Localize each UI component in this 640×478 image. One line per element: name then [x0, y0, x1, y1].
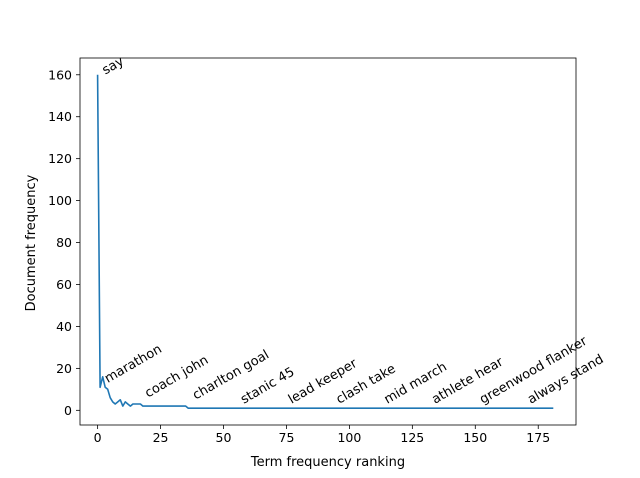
- x-tick-label: 25: [153, 430, 169, 445]
- y-tick-label: 0: [64, 403, 72, 418]
- x-tick-label: 125: [400, 430, 424, 445]
- y-axis-label: Document frequency: [24, 174, 39, 311]
- series-line-0: [96, 74, 554, 410]
- y-tick-label: 160: [48, 67, 72, 82]
- x-tick-label: 150: [463, 430, 487, 445]
- x-axis-label: Term frequency ranking: [250, 455, 405, 470]
- axis-ticks: 0 25 50 75 100 125 150 175 0 20 40 60 80 100 120 140 160: [48, 67, 550, 445]
- y-tick-label: 60: [56, 277, 72, 292]
- y-tick-label: 80: [56, 235, 72, 250]
- y-tick-label: 120: [48, 151, 72, 166]
- x-tick-label: 50: [216, 430, 232, 445]
- y-tick-label: 20: [56, 361, 72, 376]
- y-tick-label: 100: [48, 193, 72, 208]
- plot-area: [79, 57, 577, 426]
- x-tick-label: 0: [94, 430, 102, 445]
- x-tick-label: 75: [279, 430, 295, 445]
- y-tick-label: 140: [48, 109, 72, 124]
- y-tick-label: 40: [56, 319, 72, 334]
- axes-frame: [79, 57, 577, 426]
- x-tick-label: 100: [337, 430, 361, 445]
- x-tick-label: 175: [526, 430, 550, 445]
